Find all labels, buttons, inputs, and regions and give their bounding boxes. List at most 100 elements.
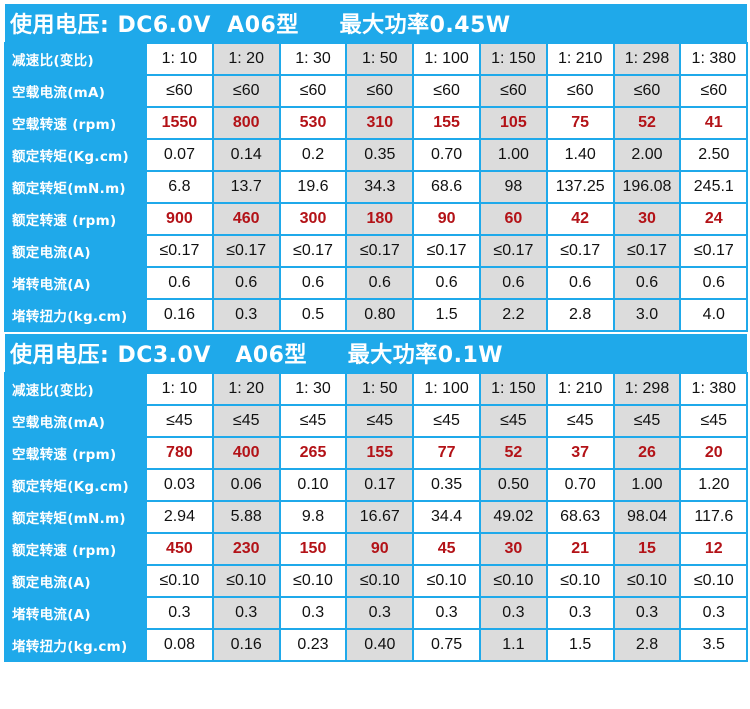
value-cell: 155 [345,436,415,470]
row-label: 堵转电流(A) [4,266,147,300]
value-cell: 0.3 [679,596,749,630]
value-cell: 13.7 [211,170,281,204]
value-cell: ≤45 [545,404,615,438]
value-cell: 2.8 [545,298,615,332]
value-cell: 49.02 [478,500,548,534]
table-row: 空载转速 (rpm) 1550 800 530 310 155 105 75 52 41 [4,106,749,140]
row-label: 空载转速 (rpm) [4,436,147,470]
table-row: 额定转速 (rpm) 450 230 150 90 45 30 21 15 12 [4,532,749,566]
value-cell: 0.3 [211,298,281,332]
value-cell: 2.2 [478,298,548,332]
value-cell: ≤45 [278,404,348,438]
value-cell: ≤60 [412,74,481,108]
value-cell: 530 [278,106,348,140]
value-cell: 265 [278,436,348,470]
value-cell: 0.5 [278,298,348,332]
value-cell: 137.25 [545,170,615,204]
value-cell: ≤0.10 [412,564,481,598]
value-cell: 52 [612,106,682,140]
row-label: 减速比(变比) [4,372,147,406]
value-cell: 0.6 [545,266,615,300]
table-row: 空载电流(mA) ≤60 ≤60 ≤60 ≤60 ≤60 ≤60 ≤60 ≤60 ≤60 [4,74,749,108]
section-title: 使用电压: DC6.0V A06型 最大功率0.45W [5,4,748,43]
value-cell: ≤0.17 [211,234,281,268]
value-cell: ≤0.17 [545,234,615,268]
value-cell: 460 [211,202,281,236]
value-cell: 75 [545,106,615,140]
value-cell: 0.16 [211,628,281,662]
value-cell: 37 [545,436,615,470]
value-cell: 90 [412,202,481,236]
value-cell: 1.00 [612,468,682,502]
value-cell: 1: 100 [412,372,481,406]
value-cell: 1: 298 [612,372,682,406]
value-cell: 41 [679,106,749,140]
value-cell: 0.3 [145,596,214,630]
motor-spec-table: 使用电压: DC6.0V A06型 最大功率0.45W 减速比(变比) 1: 10 1… [4,4,749,662]
table-row: 额定转矩(Kg.cm) 0.07 0.14 0.2 0.35 0.70 1.00 1.40 2.… [4,138,749,172]
value-cell: 0.40 [345,628,415,662]
value-cell: ≤0.10 [545,564,615,598]
row-label: 堵转扭力(kg.cm) [4,628,147,662]
value-cell: ≤0.10 [278,564,348,598]
value-cell: 1: 10 [145,42,214,76]
section-title: 使用电压: DC3.0V A06型 最大功率0.1W [5,334,748,373]
value-cell: 0.07 [145,138,214,172]
value-cell: ≤0.17 [478,234,548,268]
value-cell: 0.08 [145,628,214,662]
value-cell: 98 [478,170,548,204]
value-cell: 16.67 [345,500,415,534]
table-row: 空载转速 (rpm) 780 400 265 155 77 52 37 26 20 [4,436,749,470]
row-label: 堵转电流(A) [4,596,147,630]
value-cell: ≤60 [211,74,281,108]
row-label: 额定转速 (rpm) [4,202,147,236]
value-cell: 24 [679,202,749,236]
row-label: 堵转扭力(kg.cm) [4,298,147,332]
value-cell: 1: 10 [145,372,214,406]
value-cell: 3.0 [612,298,682,332]
value-cell: 2.94 [145,500,214,534]
value-cell: 0.16 [145,298,214,332]
value-cell: 1: 100 [412,42,481,76]
value-cell: 3.5 [679,628,749,662]
value-cell: 0.3 [345,596,415,630]
value-cell: ≤0.17 [612,234,682,268]
value-cell: 1.1 [478,628,548,662]
value-cell: 0.14 [211,138,281,172]
row-label: 空载转速 (rpm) [4,106,147,140]
value-cell: 0.3 [545,596,615,630]
value-cell: ≤45 [145,404,214,438]
value-cell: ≤0.17 [412,234,481,268]
value-cell: 780 [145,436,214,470]
value-cell: 42 [545,202,615,236]
value-cell: 60 [478,202,548,236]
value-cell: 900 [145,202,214,236]
value-cell: ≤45 [412,404,481,438]
value-cell: 0.6 [478,266,548,300]
value-cell: 30 [612,202,682,236]
table-row: 额定转矩(Kg.cm) 0.03 0.06 0.10 0.17 0.35 0.50 0.70 1… [4,468,749,502]
row-label: 额定转矩(mN.m) [4,500,147,534]
value-cell: 105 [478,106,548,140]
value-cell: 12 [679,532,749,566]
value-cell: ≤45 [345,404,415,438]
value-cell: 0.6 [145,266,214,300]
value-cell: 0.3 [478,596,548,630]
value-cell: ≤0.17 [679,234,749,268]
value-cell: 90 [345,532,415,566]
value-cell: 1.20 [679,468,749,502]
table-row: 额定电流(A) ≤0.10 ≤0.10 ≤0.10 ≤0.10 ≤0.10 ≤0.10 ≤0.… [4,564,749,598]
table-row: 减速比(变比) 1: 10 1: 20 1: 30 1: 50 1: 100 1: 150 1… [4,42,749,76]
value-cell: 98.04 [612,500,682,534]
value-cell: 0.6 [412,266,481,300]
value-cell: 26 [612,436,682,470]
value-cell: 1.00 [478,138,548,172]
value-cell: 45 [412,532,481,566]
value-cell: ≤0.17 [345,234,415,268]
table-row: 堵转扭力(kg.cm) 0.08 0.16 0.23 0.40 0.75 1.1 1.5 2.8… [4,628,749,662]
value-cell: 310 [345,106,415,140]
value-cell: 34.4 [412,500,481,534]
value-cell: ≤60 [612,74,682,108]
value-cell: ≤45 [612,404,682,438]
value-cell: 450 [145,532,214,566]
